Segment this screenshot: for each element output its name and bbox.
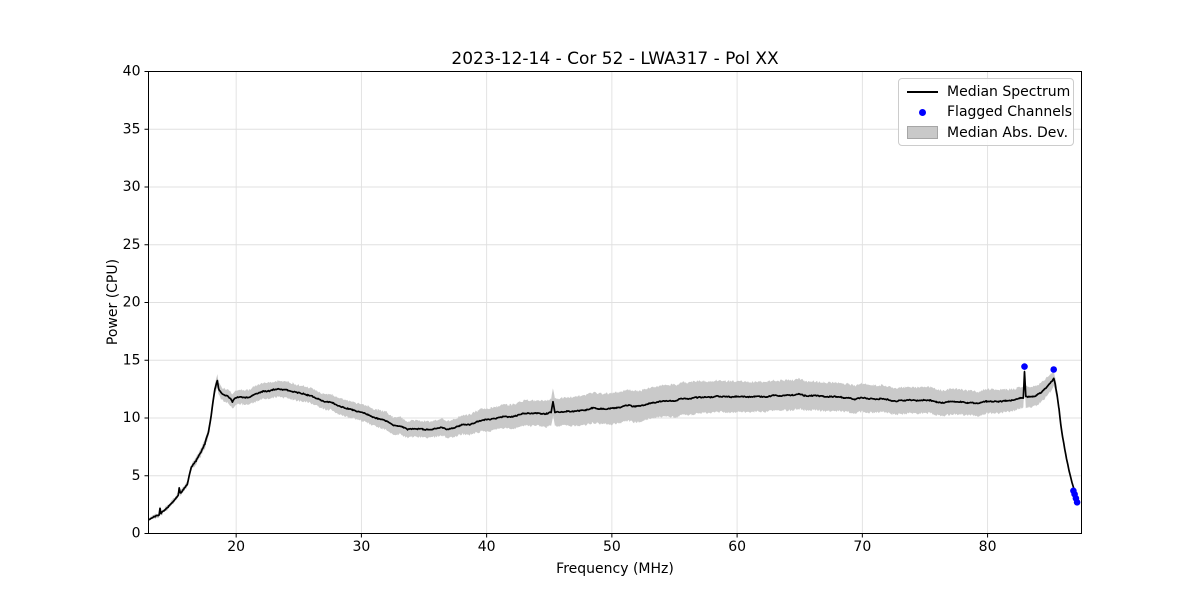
- y-axis-label: Power (CPU): [105, 258, 121, 346]
- mad-band: [149, 361, 1078, 522]
- y-tick-label: 30: [123, 179, 141, 195]
- x-tick-label: 40: [478, 539, 496, 555]
- axes-frame: [148, 71, 1082, 534]
- x-tick-label: 50: [603, 539, 621, 555]
- y-tick-label: 10: [123, 410, 141, 426]
- y-tick-label: 0: [132, 526, 141, 542]
- y-tick-label: 35: [123, 121, 141, 137]
- line-swatch-icon: [907, 90, 938, 93]
- axis-ticks: [144, 71, 989, 538]
- x-tick-label: 60: [728, 539, 746, 555]
- x-axis-label: Frequency (MHz): [556, 561, 674, 577]
- legend-label: Flagged Channels: [947, 104, 1073, 120]
- legend-box: Median Spectrum Flagged Channels Median …: [898, 78, 1074, 146]
- x-tick-label: 80: [979, 539, 997, 555]
- x-tick-label: 70: [853, 539, 871, 555]
- median-spectrum-line: [148, 370, 1079, 521]
- grid-lines: [148, 71, 1082, 534]
- plot-title: 2023-12-14 - Cor 52 - LWA317 - Pol XX: [451, 49, 779, 69]
- dot-swatch-icon: [907, 108, 938, 116]
- patch-swatch-icon: [907, 126, 938, 139]
- legend-label: Median Spectrum: [947, 83, 1071, 100]
- y-tick-label: 40: [123, 64, 141, 80]
- legend-label: Median Abs. Dev.: [947, 124, 1069, 141]
- x-tick-label: 20: [227, 539, 245, 555]
- y-tick-label: 15: [123, 352, 141, 368]
- legend-item-median-abs-dev: Median Abs. Dev.: [907, 123, 1073, 143]
- y-tick-label: 25: [123, 237, 141, 253]
- y-tick-label: 20: [123, 295, 141, 311]
- y-tick-label: 5: [132, 468, 141, 484]
- tick-labels: 20 30 40 50 60 70 80 0 5 10 15 20 25 30 35 40: [123, 64, 997, 556]
- legend-item-flagged-channels: Flagged Channels: [907, 102, 1073, 122]
- x-tick-label: 30: [352, 539, 370, 555]
- flagged-channel-dots: [1021, 363, 1081, 506]
- legend-item-median-spectrum: Median Spectrum: [907, 82, 1073, 102]
